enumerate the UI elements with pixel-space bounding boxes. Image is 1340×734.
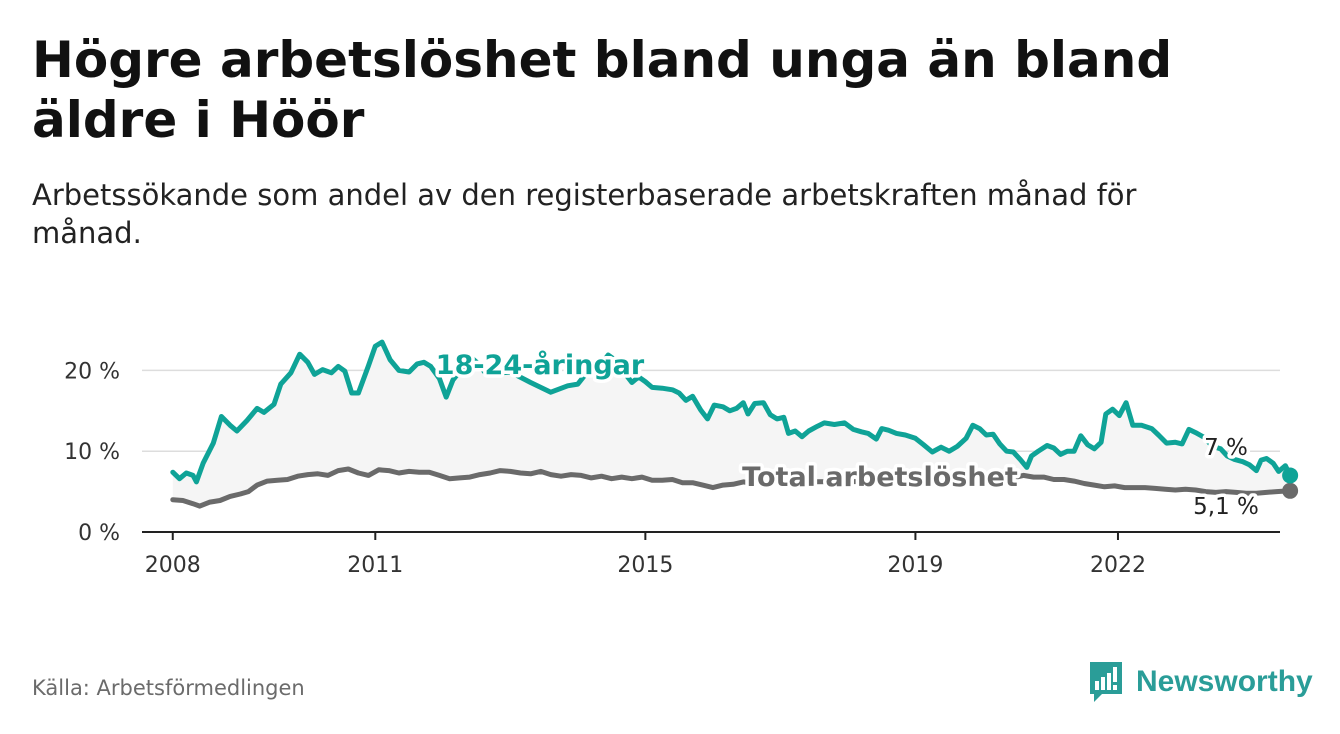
source-note: Källa: Arbetsförmedlingen bbox=[32, 676, 305, 700]
svg-text:Total arbetslöshet: Total arbetslöshet bbox=[742, 462, 1018, 493]
svg-text:7 %: 7 % bbox=[1204, 435, 1248, 461]
x-axis-ticks: 2008 2011 2015 2019 2022 bbox=[145, 532, 1146, 578]
newsworthy-icon bbox=[1090, 662, 1122, 702]
y-tick-label: 0 % bbox=[78, 521, 120, 546]
x-tick-label: 2008 bbox=[145, 553, 201, 578]
svg-text:18-24-åringar: 18-24-åringar bbox=[436, 349, 645, 381]
x-tick-label: 2015 bbox=[617, 553, 673, 578]
svg-text:18-24-åringar: 18-24-åringar bbox=[436, 349, 645, 381]
x-tick-label: 2011 bbox=[347, 553, 403, 578]
total-end-value: 5,1 %5,1 % bbox=[1190, 491, 1263, 524]
total-end-marker bbox=[1282, 482, 1299, 499]
total-line bbox=[170, 466, 1293, 509]
svg-text:5,1 %: 5,1 % bbox=[1193, 494, 1259, 520]
y-axis-labels: 0 % 10 % 20 % bbox=[64, 359, 120, 546]
svg-text:Total arbetslöshet: Total arbetslöshet bbox=[742, 462, 1018, 493]
brand-name: Newsworthy bbox=[1136, 665, 1313, 698]
y-tick-label: 10 % bbox=[64, 440, 120, 465]
series-lines bbox=[170, 339, 1299, 509]
y-tick-label: 20 % bbox=[64, 359, 120, 384]
brand-logo: Newsworthy bbox=[1088, 660, 1313, 704]
svg-text:5,1 %: 5,1 % bbox=[1193, 494, 1259, 520]
youth-line bbox=[170, 339, 1293, 485]
chart-subtitle: Arbetssökande som andel av den registerb… bbox=[32, 178, 1137, 250]
x-tick-label: 2022 bbox=[1090, 553, 1146, 578]
svg-text:7 %: 7 % bbox=[1204, 435, 1248, 461]
x-tick-label: 2019 bbox=[887, 553, 943, 578]
youth-end-value: 7 %7 % bbox=[1201, 432, 1252, 465]
chart-title: Högre arbetslöshet bland unga än bland ä… bbox=[32, 31, 1173, 149]
youth-end-marker bbox=[1282, 467, 1299, 484]
